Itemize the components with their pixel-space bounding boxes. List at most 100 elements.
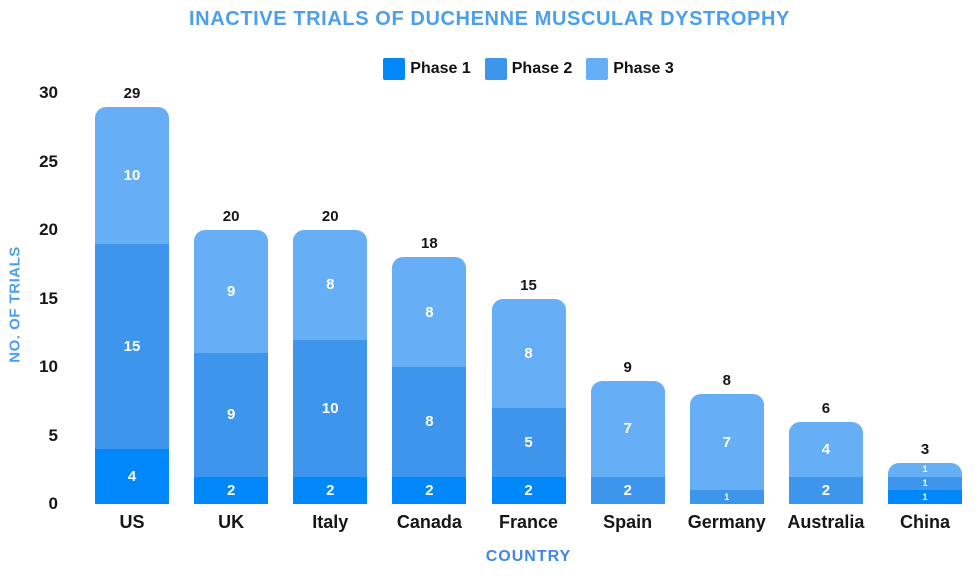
bar-us-phase3-segment: 10 bbox=[95, 106, 169, 244]
plot-area: 10 15 4 29 US 9 9 2 20 UK 8 10 2 20 Italy 8 8 2 18 Canada 8 5… bbox=[95, 85, 962, 532]
bar-uk-phase3-segment: 9 bbox=[194, 230, 269, 354]
bar-canada-phase1-segment: 2 bbox=[392, 476, 467, 504]
bar-australia-phase3-segment: 4 bbox=[788, 421, 863, 477]
bar-france-phase2-segment: 5 bbox=[491, 408, 566, 477]
bar-spain: 7 2 9 Spain bbox=[590, 93, 665, 532]
bar-germany-phase3-segment: 7 bbox=[689, 394, 764, 491]
x-tick-label-italy: Italy bbox=[312, 512, 349, 532]
bar-stack-france: 8 5 2 bbox=[491, 298, 566, 505]
segment-value-label: 2 bbox=[524, 481, 533, 499]
bar-total-label: 6 bbox=[821, 399, 831, 417]
bar-uk-phase2-segment: 9 bbox=[194, 353, 269, 477]
x-tick-label-canada: Canada bbox=[396, 512, 462, 532]
y-tick-label: 20 bbox=[39, 220, 58, 239]
bar-china-phase1-segment: 1 bbox=[888, 490, 962, 504]
bar-stack-italy: 8 10 2 bbox=[293, 230, 368, 504]
x-tick-label-france: France bbox=[498, 512, 559, 532]
bar-total-label: 3 bbox=[920, 440, 930, 458]
bar-italy-phase3-segment: 8 bbox=[293, 230, 368, 340]
bar-spain-phase3-segment: 7 bbox=[590, 380, 665, 477]
bar-australia: 4 2 6 Australia bbox=[787, 93, 864, 532]
bar-france: 8 5 2 15 France bbox=[491, 93, 566, 532]
legend-label-phase3: Phase 3 bbox=[613, 60, 674, 77]
y-axis-ticks: 0 5 10 15 20 25 30 bbox=[0, 0, 58, 581]
phase2-swatch-icon bbox=[484, 58, 507, 80]
y-tick-label: 25 bbox=[39, 151, 58, 171]
bar-total-label: 29 bbox=[123, 84, 141, 102]
bar-stack-us: 10 15 4 bbox=[95, 106, 169, 504]
bar-germany-phase2-segment: 1 bbox=[689, 490, 764, 504]
segment-value-label: 2 bbox=[425, 481, 434, 499]
bar-us: 10 15 4 29 US bbox=[95, 85, 169, 532]
phase1-swatch-icon bbox=[383, 58, 406, 80]
bar-france-phase1-segment: 2 bbox=[491, 476, 566, 504]
legend-item-phase3: Phase 3 bbox=[586, 58, 674, 80]
phase3-swatch-icon bbox=[586, 58, 609, 80]
segment-value-label: 7 bbox=[623, 420, 632, 438]
bar-australia-phase2-segment: 2 bbox=[788, 476, 863, 504]
segment-value-label: 8 bbox=[524, 344, 533, 362]
segment-value-label: 2 bbox=[623, 481, 632, 499]
x-tick-label-germany: Germany bbox=[687, 512, 766, 532]
y-tick-label: 15 bbox=[39, 288, 58, 308]
x-axis-label: COUNTRY bbox=[485, 548, 572, 565]
x-tick-label-china: China bbox=[899, 512, 950, 532]
bar-italy: 8 10 2 20 Italy bbox=[293, 93, 368, 532]
segment-value-label: 9 bbox=[226, 283, 236, 301]
bar-italy-phase2-segment: 10 bbox=[293, 339, 368, 477]
bar-total-label: 18 bbox=[421, 235, 438, 253]
bar-uk: 9 9 2 20 UK bbox=[194, 93, 269, 532]
segment-value-label: 2 bbox=[226, 481, 236, 499]
y-tick-label: 10 bbox=[39, 357, 58, 376]
segment-value-label: 2 bbox=[821, 481, 831, 499]
y-tick-label: 0 bbox=[48, 494, 58, 513]
bar-china: 1 1 1 3 China bbox=[888, 93, 962, 532]
bar-stack-uk: 9 9 2 bbox=[194, 230, 269, 504]
bar-germany: 7 1 8 Germany bbox=[688, 93, 766, 532]
bar-spain-phase2-segment: 2 bbox=[590, 476, 665, 504]
x-tick-label-us: US bbox=[119, 512, 145, 532]
bar-total-label: 20 bbox=[222, 208, 240, 225]
segment-value-label: 1 bbox=[922, 477, 928, 488]
bar-total-label: 20 bbox=[321, 208, 339, 225]
x-tick-label-uk: UK bbox=[218, 512, 245, 532]
legend-label-phase1: Phase 1 bbox=[410, 60, 471, 77]
bar-canada-phase3-segment: 8 bbox=[392, 257, 467, 367]
segment-value-label: 5 bbox=[524, 433, 533, 451]
y-tick-label: 5 bbox=[48, 425, 58, 445]
bar-us-phase1-segment: 4 bbox=[95, 449, 169, 504]
bar-uk-phase1-segment: 2 bbox=[194, 476, 269, 504]
bar-stack-canada: 8 8 2 bbox=[392, 257, 467, 504]
bar-china-phase3-segment: 1 bbox=[888, 462, 962, 477]
legend: Phase 1 Phase 2 Phase 3 bbox=[95, 58, 962, 80]
segment-value-label: 1 bbox=[922, 464, 928, 475]
segment-value-label: 9 bbox=[226, 406, 236, 424]
bar-total-label: 15 bbox=[520, 276, 537, 294]
bar-france-phase3-segment: 8 bbox=[491, 298, 566, 409]
segment-value-label: 10 bbox=[321, 399, 339, 417]
segment-value-label: 1 bbox=[922, 491, 928, 502]
legend-label-phase2: Phase 2 bbox=[511, 60, 573, 77]
bar-china-phase2-segment: 1 bbox=[888, 476, 962, 491]
bar-canada: 8 8 2 18 Canada bbox=[392, 93, 467, 532]
segment-value-label: 8 bbox=[425, 303, 434, 321]
legend-item-phase2: Phase 2 bbox=[484, 58, 573, 80]
x-tick-label-spain: Spain bbox=[603, 512, 653, 532]
segment-value-label: 7 bbox=[722, 433, 731, 451]
chart-title: INACTIVE TRIALS OF DUCHENNE MUSCULAR DYS… bbox=[189, 8, 790, 30]
segment-value-label: 1 bbox=[724, 491, 730, 502]
segment-value-label: 8 bbox=[425, 413, 434, 431]
segment-value-label: 2 bbox=[326, 481, 335, 499]
bar-italy-phase1-segment: 2 bbox=[293, 476, 368, 504]
bar-total-label: 9 bbox=[623, 358, 632, 376]
segment-value-label: 4 bbox=[127, 468, 137, 486]
bar-total-label: 8 bbox=[722, 372, 731, 390]
bar-stack-china: 1 1 1 bbox=[888, 462, 962, 504]
legend-item-phase1: Phase 1 bbox=[383, 58, 471, 80]
segment-value-label: 4 bbox=[821, 440, 831, 458]
y-tick-label: 30 bbox=[39, 83, 58, 102]
